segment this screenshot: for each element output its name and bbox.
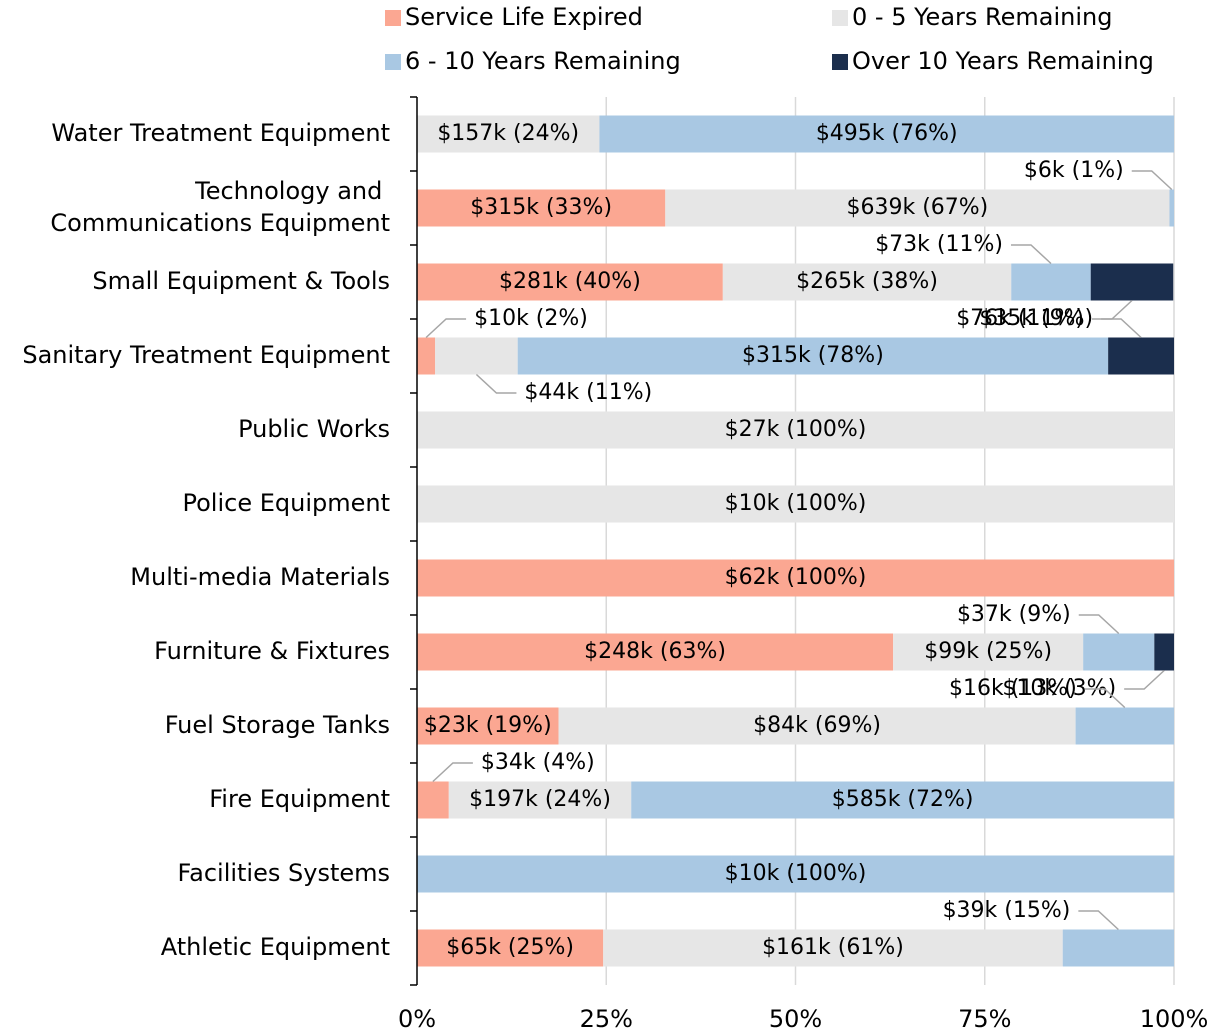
data-label: $73k (11%) [875,232,1003,257]
legend-swatch [832,54,848,70]
y-tick-label: Multi-media Materials [130,563,390,591]
data-label: $27k (100%) [725,417,867,442]
bar-segment [417,411,1174,449]
data-label: $37k (9%) [957,602,1071,627]
x-tick-label: 50% [769,1005,822,1033]
bar-segment [417,559,1174,597]
leader-line [425,318,467,339]
data-label: $315k (78%) [742,343,884,368]
leader-line [1078,910,1119,931]
data-label: $639k (67%) [846,195,988,220]
bar-segment [1062,929,1174,967]
leader-line [1124,669,1165,690]
x-tick-label: 25% [580,1005,633,1033]
leader-line [1078,614,1120,635]
bar-segment [517,337,1109,375]
leader-line [1091,299,1133,320]
bar-segment [448,781,632,819]
y-tick-label: Sanitary Treatment Equipment [22,341,390,369]
legend-swatch [832,10,848,26]
leader-line [1084,688,1126,709]
y-tick-label: Athletic Equipment [161,933,390,961]
data-label: $10k (100%) [725,861,867,886]
data-label: $23k (19%) [424,713,552,738]
legend-label: Over 10 Years Remaining [852,47,1154,75]
bar-segment [631,781,1174,819]
y-tick-label: Technology and Communications Equipment [50,177,390,237]
bar-segment [1090,263,1174,301]
legend-swatch [385,10,401,26]
bar-segment [1075,707,1174,745]
data-label: $76k (11%) [956,306,1084,331]
data-label: $248k (63%) [584,639,726,664]
bar-segment [417,337,436,375]
data-label: $10k (2%) [474,306,588,331]
bar-segment [417,485,1174,523]
data-label: $157k (24%) [437,121,579,146]
y-tick-label: Small Equipment & Tools [92,267,390,295]
y-tick-label: Furniture & Fixtures [154,637,390,665]
y-tick-label: Facilities Systems [178,859,390,887]
data-label: $495k (76%) [816,121,958,146]
bar-segment [417,633,894,671]
bar-segment [599,115,1174,153]
data-label: $281k (40%) [499,269,641,294]
data-label: $34k (4%) [481,750,595,775]
bar-segment [417,929,604,967]
legend-swatch [385,54,401,70]
x-tick-label: 100% [1140,1005,1209,1033]
data-label: $44k (11%) [524,380,652,405]
x-tick-label: 0% [398,1005,436,1033]
bar-segment [1169,189,1174,227]
bar-segment [417,115,600,153]
x-tick-label: 75% [958,1005,1011,1033]
bar-segment [558,707,1076,745]
data-label: $39k (15%) [943,898,1071,923]
legend-label: Service Life Expired [405,3,643,31]
leader-line [1101,318,1142,339]
data-label: $62k (100%) [725,565,867,590]
data-label: $99k (25%) [924,639,1052,664]
bar-segment [435,337,518,375]
legend-label: 6 - 10 Years Remaining [405,47,681,75]
bar-segment [417,855,1174,893]
bar-segment [417,189,666,227]
data-label: $197k (24%) [469,787,611,812]
legend-label: 0 - 5 Years Remaining [852,3,1112,31]
data-label: $16k (13%) [949,676,1077,701]
y-tick-label: Public Works [238,415,390,443]
bar-segment [665,189,1170,227]
data-label: $10k (100%) [725,491,867,516]
data-label: $6k (1%) [1024,158,1124,183]
y-tick-label: Fire Equipment [209,785,390,813]
leader-line [1131,170,1173,191]
y-tick-label: Fuel Storage Tanks [165,711,390,739]
bar-segment [1011,263,1091,301]
bar-segment [1154,633,1174,671]
bar-segment [893,633,1084,671]
y-tick-label-line: Technology and [194,177,390,205]
y-tick-label: Water Treatment Equipment [51,119,390,147]
data-label: $65k (25%) [446,935,574,960]
bar-segment [417,707,559,745]
y-tick-label: Police Equipment [182,489,390,517]
leader-line [475,373,517,394]
bar-segment [417,263,723,301]
bar-segment [1083,633,1155,671]
data-label: $315k (33%) [470,195,612,220]
y-tick-label-line: Communications Equipment [50,209,390,237]
data-label: $585k (72%) [832,787,974,812]
data-label: $265k (38%) [796,269,938,294]
leader-line [432,762,473,783]
bar-segment [1108,337,1174,375]
bar-segment [603,929,1063,967]
data-label: $161k (61%) [762,935,904,960]
data-label: $84k (69%) [753,713,881,738]
bar-segment [417,781,449,819]
data-label: $35k (9%) [979,306,1093,331]
leader-line [1010,244,1052,265]
bar-segment [722,263,1012,301]
